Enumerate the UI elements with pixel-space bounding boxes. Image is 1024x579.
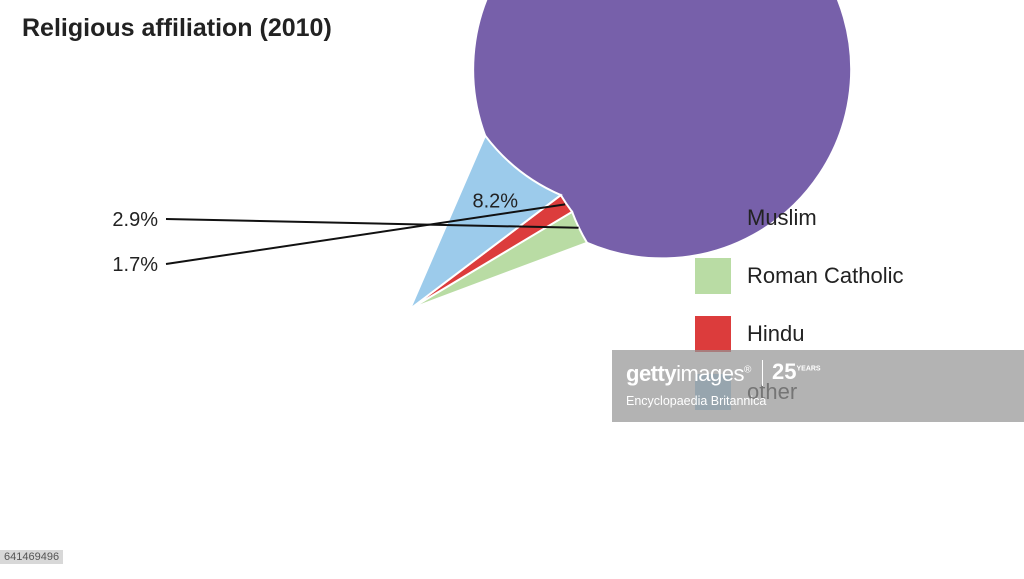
leader-line-hindu xyxy=(165,203,566,265)
legend-label: Hindu xyxy=(747,321,805,346)
slice-label-muslim: 87.2% xyxy=(323,355,380,377)
legend-item-hindu: Hindu xyxy=(695,316,904,352)
slice-label-hindu: 1.7% xyxy=(112,254,158,276)
legend-label: Muslim xyxy=(747,205,817,230)
slice-label-other: 8.2% xyxy=(472,191,518,213)
watermark-credit: Encyclopaedia Britannica xyxy=(626,394,767,408)
legend-item-muslim: Muslim xyxy=(695,200,904,236)
legend-label: Roman Catholic xyxy=(747,263,904,288)
chart-title: Religious affiliation (2010) xyxy=(22,14,332,42)
image-id: 641469496 xyxy=(0,550,64,564)
legend-swatch xyxy=(695,258,731,294)
watermark-years: 25YEARS xyxy=(772,359,821,384)
slice-label-roman-catholic: 2.9% xyxy=(112,209,158,231)
watermark-separator xyxy=(762,360,763,386)
legend-swatch xyxy=(695,316,731,352)
legend-item-roman-catholic: Roman Catholic xyxy=(695,258,904,294)
watermark: gettyimages® 25YEARS Encyclopaedia Brita… xyxy=(612,350,1024,422)
leader-line-roman-catholic xyxy=(165,218,579,229)
pie-slice-other xyxy=(407,133,563,313)
watermark-logo: gettyimages® xyxy=(626,361,751,386)
legend-swatch xyxy=(695,200,731,236)
